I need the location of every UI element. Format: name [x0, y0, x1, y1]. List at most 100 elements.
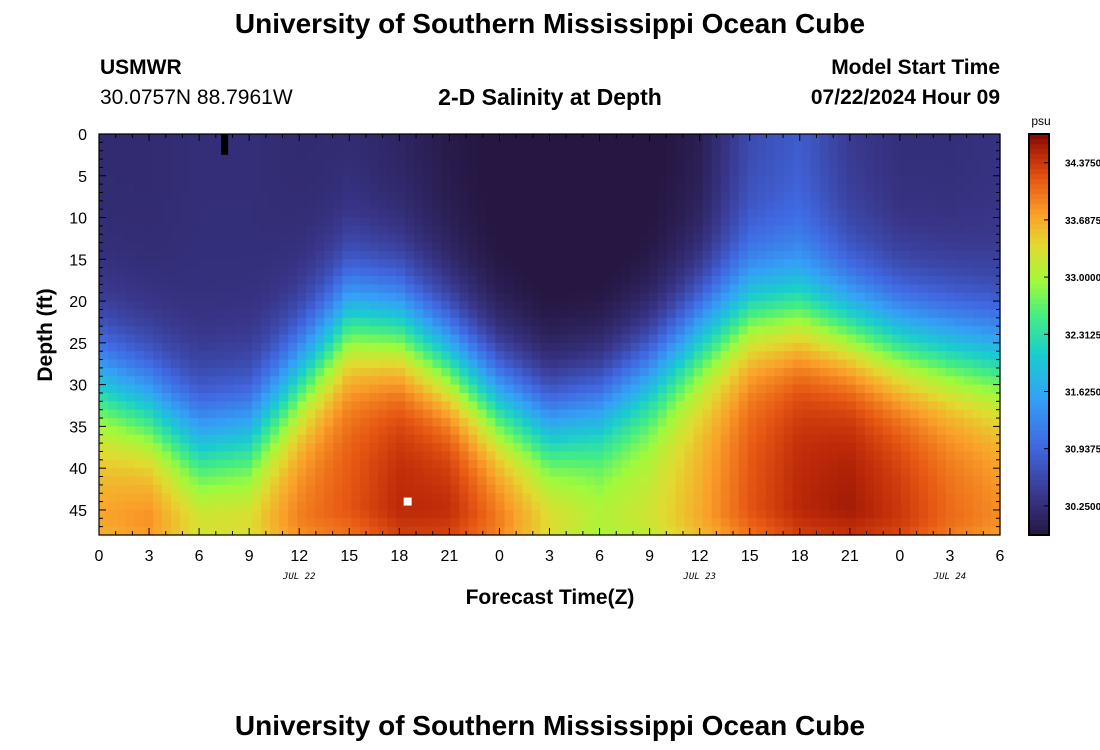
heatmap-cell [864, 167, 875, 177]
heatmap-cell [828, 418, 839, 427]
heatmap-cell [675, 342, 686, 352]
heatmap-cell [360, 359, 370, 369]
heatmap-cell [252, 317, 262, 327]
heatmap-cell [756, 334, 767, 344]
heatmap-cell [747, 359, 758, 369]
heatmap-cell [333, 334, 343, 344]
heatmap-cell [774, 142, 785, 152]
heatmap-cell [513, 409, 524, 419]
heatmap-cell [666, 317, 677, 327]
heatmap-cell [630, 434, 641, 444]
heatmap-cell [117, 242, 127, 252]
heatmap-cell [630, 167, 641, 177]
heatmap-cell [486, 259, 497, 269]
heatmap-cell [234, 426, 244, 436]
heatmap-cell [558, 459, 569, 469]
heatmap-cell [414, 426, 424, 436]
heatmap-cell [567, 392, 578, 402]
heatmap-cell [288, 418, 298, 427]
heatmap-cell [801, 401, 812, 411]
heatmap-cell [549, 351, 560, 361]
heatmap-cell [630, 309, 641, 319]
heatmap-cell [855, 200, 866, 210]
heatmap-cell [612, 334, 623, 344]
heatmap-cell [954, 392, 965, 402]
heatmap-cell [918, 276, 929, 285]
heatmap-cell [108, 418, 118, 427]
heatmap-cell [297, 250, 307, 260]
heatmap-cell [891, 526, 902, 536]
heatmap-cell [657, 518, 668, 528]
heatmap-cell [873, 426, 884, 436]
heatmap-cell [171, 292, 181, 302]
heatmap-cell [405, 225, 415, 235]
heatmap-cell [450, 401, 460, 411]
heatmap-cell [198, 409, 208, 419]
heatmap-cell [801, 468, 812, 478]
heatmap-cell [702, 359, 713, 369]
heatmap-cell [648, 175, 659, 185]
heatmap-cell [846, 484, 857, 494]
heatmap-cell [459, 476, 470, 486]
heatmap-cell [153, 259, 163, 269]
heatmap-cell [585, 484, 596, 494]
heatmap-cell [279, 184, 289, 194]
heatmap-cell [252, 259, 262, 269]
heatmap-cell [846, 334, 857, 344]
heatmap-cell [387, 459, 397, 469]
heatmap-cell [657, 509, 668, 519]
heatmap-cell [522, 309, 533, 319]
heatmap-cell [936, 326, 947, 336]
heatmap-cell [297, 159, 307, 169]
heatmap-cell [549, 175, 560, 185]
heatmap-cell [306, 309, 316, 319]
heatmap-cell [846, 418, 857, 427]
heatmap-cell [522, 259, 533, 269]
heatmap-cell [225, 267, 235, 277]
heatmap-cell [495, 418, 506, 427]
heatmap-cell [351, 301, 361, 311]
heatmap-cell [738, 351, 749, 361]
heatmap-cell [135, 292, 145, 302]
heatmap-cell [945, 142, 956, 152]
heatmap-cell [198, 359, 208, 369]
heatmap-cell [981, 267, 992, 277]
heatmap-cell [126, 468, 136, 478]
heatmap-cell [126, 184, 136, 194]
heatmap-cell [891, 459, 902, 469]
heatmap-cell [945, 493, 956, 503]
heatmap-cell [189, 134, 199, 143]
heatmap-cell [693, 418, 704, 427]
heatmap-cell [135, 326, 145, 336]
heatmap-cell [765, 234, 776, 244]
heatmap-cell [396, 259, 406, 269]
heatmap-cell [882, 484, 893, 494]
heatmap-cell [297, 451, 307, 461]
heatmap-cell [585, 292, 596, 302]
heatmap-cell [828, 242, 839, 252]
heatmap-cell [837, 276, 848, 285]
heatmap-cell [693, 493, 704, 503]
heatmap-cell [972, 209, 983, 219]
heatmap-cell [549, 468, 560, 478]
heatmap-cell [513, 434, 524, 444]
heatmap-cell [810, 317, 821, 327]
heatmap-cell [351, 476, 361, 486]
heatmap-cell [738, 359, 749, 369]
heatmap-cell [387, 250, 397, 260]
heatmap-cell [450, 250, 460, 260]
heatmap-cell [945, 434, 956, 444]
heatmap-cell [666, 526, 677, 536]
heatmap-cell [441, 392, 451, 402]
heatmap-cell [486, 342, 497, 352]
heatmap-cell [135, 234, 145, 244]
heatmap-cell [612, 225, 623, 235]
heatmap-cell [648, 309, 659, 319]
heatmap-cell [684, 142, 695, 152]
heatmap-cell [603, 200, 614, 210]
heatmap-cell [612, 468, 623, 478]
heatmap-cell [981, 301, 992, 311]
heatmap-cell [648, 459, 659, 469]
heatmap-cell [945, 292, 956, 302]
heatmap-cell [396, 526, 406, 536]
